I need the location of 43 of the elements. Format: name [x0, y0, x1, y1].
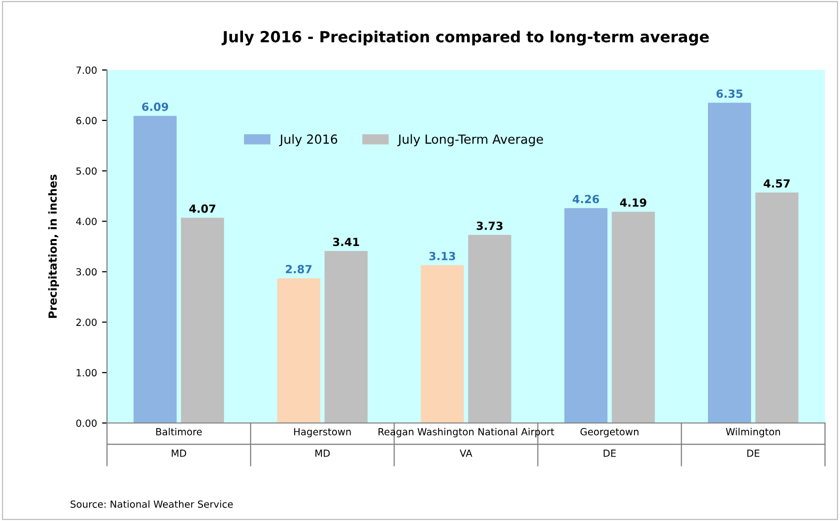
bar	[564, 208, 608, 423]
data-label: 3.41	[333, 238, 360, 246]
y-tick-label: 7.00	[76, 66, 97, 74]
bar	[420, 265, 464, 423]
x-tick-label: Wilmington	[726, 428, 780, 438]
chart-title: July 2016 - Precipitation compared to long-term average	[222, 30, 709, 46]
y-tick-label: 6.00	[76, 116, 97, 124]
data-label: 3.73	[476, 222, 503, 230]
data-label: 2.87	[286, 264, 312, 274]
y-tick-label: 5.00	[76, 167, 97, 175]
x-tick-label: Georgetown	[580, 428, 638, 438]
text: DE	[604, 450, 616, 457]
x-tick-label: Baltimore	[156, 428, 202, 436]
bar	[612, 212, 655, 423]
y-axis-title: Precipitation, in inches	[48, 174, 59, 318]
y-tick-label: 2.00	[76, 318, 97, 326]
source-note: Source: National Weather Service	[70, 500, 233, 508]
bar	[708, 102, 752, 423]
y-tick-label: 4.00	[76, 218, 97, 226]
legend-label: July Long-Term Average	[397, 134, 543, 146]
text: VA	[460, 450, 472, 457]
data-label: 6.09	[142, 102, 168, 111]
data-label: 6.35	[716, 89, 742, 98]
bar	[468, 234, 512, 423]
data-label: 4.57	[764, 179, 790, 188]
data-label: 4.26	[572, 194, 600, 204]
bar	[324, 251, 368, 423]
x-tick-label: Reagan Washington National Airport	[378, 428, 554, 438]
y-tick-label: 1.00	[76, 369, 97, 376]
legend-label: July 2016	[279, 134, 338, 146]
bar	[277, 278, 320, 423]
data-label: 4.19	[620, 198, 646, 207]
data-label: 3.13	[429, 252, 456, 260]
text: MD	[315, 450, 330, 457]
x-tick-label: Hagerstown	[294, 428, 351, 438]
text: MD	[172, 450, 186, 457]
bar	[180, 218, 224, 423]
text: DE	[747, 450, 760, 457]
y-tick-label: 3.00	[76, 268, 97, 276]
y-tick-label: 0.00	[76, 419, 97, 427]
bar	[755, 192, 798, 423]
bar	[134, 116, 177, 423]
data-label: 4.07	[189, 204, 216, 213]
